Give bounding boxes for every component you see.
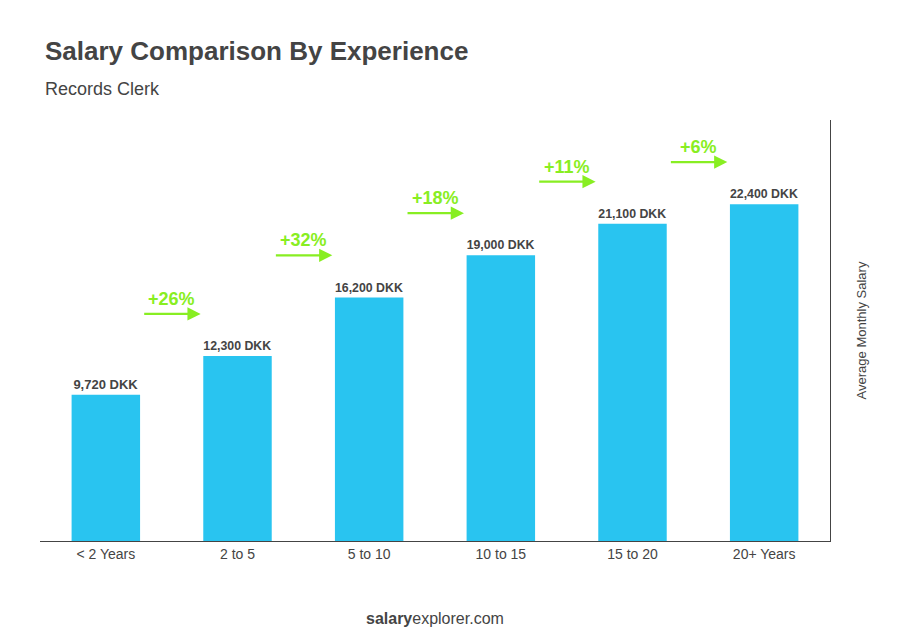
svg-text:< 2 Years: < 2 Years [76,546,135,562]
svg-text:Average Monthly Salary: Average Monthly Salary [854,261,869,399]
svg-text:2 to 5: 2 to 5 [220,546,255,562]
svg-text:+26%: +26% [148,289,195,309]
svg-text:+6%: +6% [680,137,717,157]
svg-text:20+ Years: 20+ Years [733,546,796,562]
svg-text:+32%: +32% [280,230,327,250]
svg-text:12,300 DKK: 12,300 DKK [203,339,271,353]
svg-text:Salary Comparison By Experienc: Salary Comparison By Experience [45,36,468,66]
svg-text:16,200 DKK: 16,200 DKK [335,281,403,295]
svg-text:22,400 DKK: 22,400 DKK [730,187,798,201]
svg-text:21,100 DKK: 21,100 DKK [598,207,666,221]
svg-text:9,720 DKK: 9,720 DKK [73,377,138,392]
svg-text:Records Clerk: Records Clerk [45,79,160,99]
svg-text:10 to 15: 10 to 15 [476,546,527,562]
svg-text:salaryexplorer.com: salaryexplorer.com [366,610,504,627]
svg-text:15 to 20: 15 to 20 [607,546,658,562]
svg-text:5 to 10: 5 to 10 [348,546,391,562]
svg-text:+11%: +11% [544,157,590,177]
svg-text:+18%: +18% [412,188,459,208]
svg-text:19,000 DKK: 19,000 DKK [467,238,535,252]
